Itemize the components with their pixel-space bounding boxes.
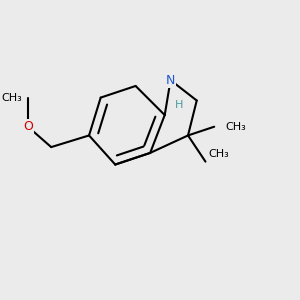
Text: CH₃: CH₃ [2, 93, 22, 103]
Text: CH₃: CH₃ [226, 122, 247, 132]
Text: N: N [166, 74, 175, 87]
Text: O: O [23, 120, 33, 133]
Text: H: H [175, 100, 184, 110]
Text: CH₃: CH₃ [208, 149, 229, 159]
